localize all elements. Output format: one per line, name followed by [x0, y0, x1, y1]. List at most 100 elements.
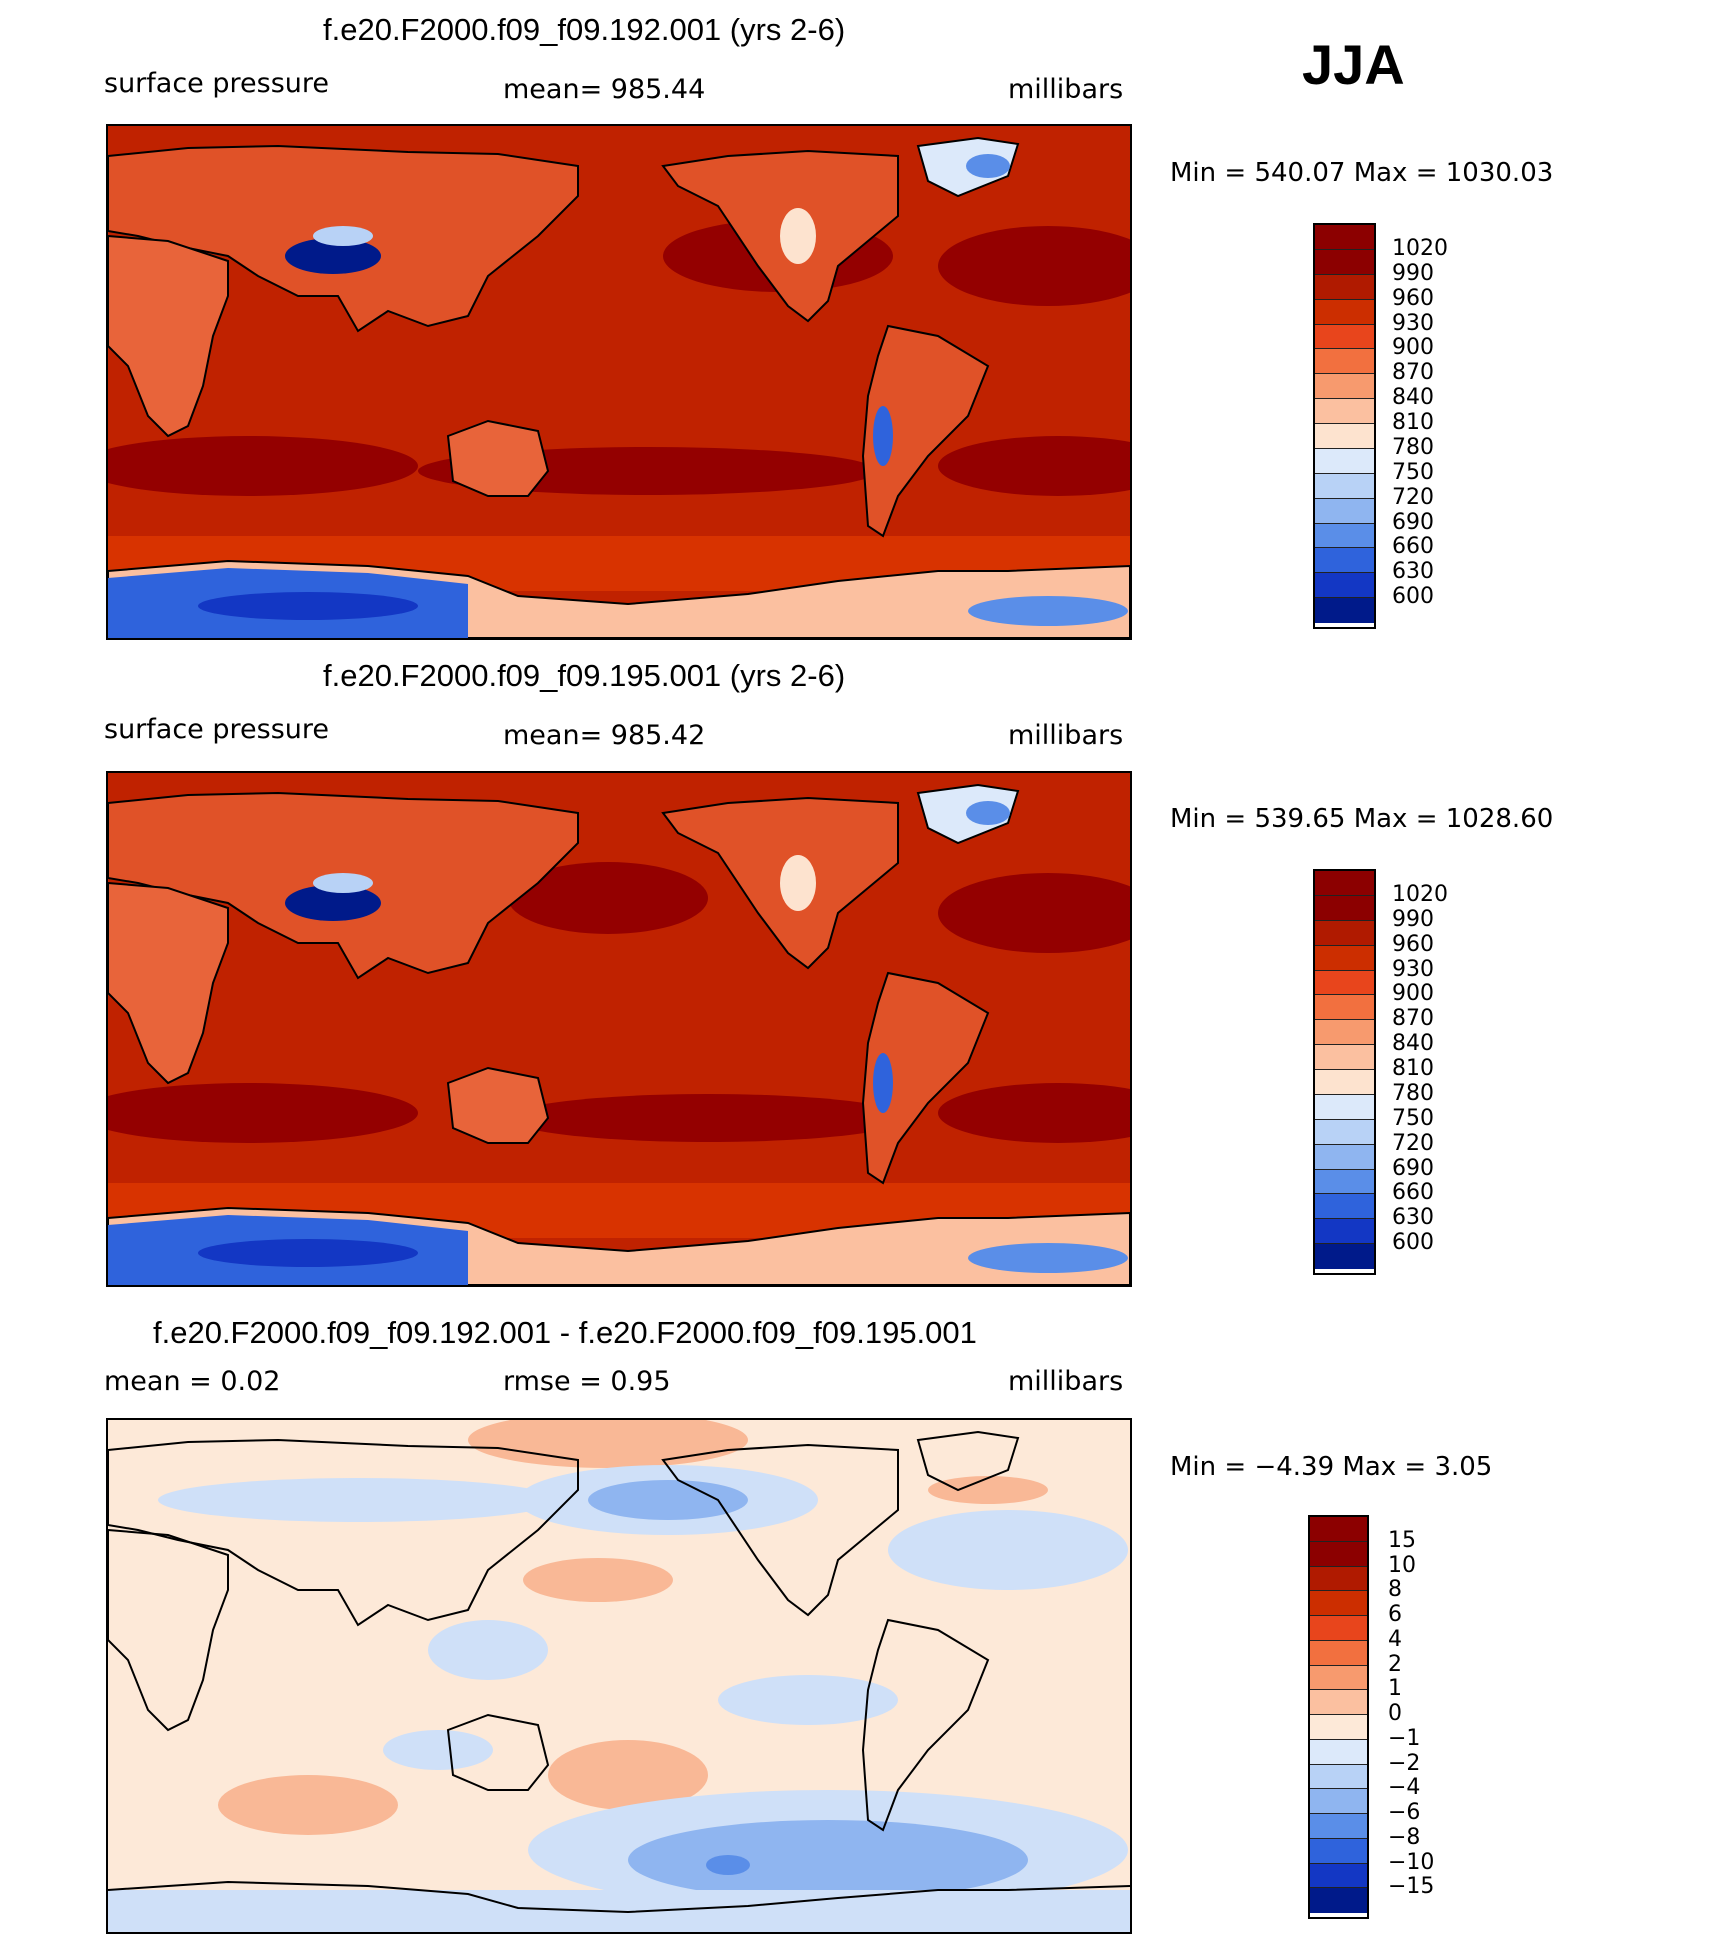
- season-label: JJA: [1302, 33, 1405, 96]
- high-south-indian: [108, 436, 418, 496]
- colorbar-box: [1315, 324, 1374, 350]
- colorbar-tick-label: 840: [1392, 385, 1434, 411]
- colorbar-tick-label: 990: [1392, 906, 1434, 932]
- colorbar-box: [1315, 598, 1374, 623]
- north-america: [661, 1443, 899, 1617]
- panel1-units-label: millibars: [1008, 74, 1124, 105]
- pos-tasman: [548, 1740, 708, 1810]
- colorbar-tick-label: −6: [1388, 1800, 1421, 1825]
- high-north-atlantic: [938, 226, 1130, 306]
- colorbar-tick-label: 660: [1392, 1180, 1434, 1206]
- colorbar-box: [1310, 1715, 1367, 1740]
- colorbar-box: [1315, 1169, 1374, 1195]
- pos-indian: [218, 1775, 398, 1835]
- colorbar-tick-label: 960: [1392, 285, 1434, 311]
- colorbar-tick-label: 930: [1392, 310, 1434, 336]
- tibet-plateau: [285, 238, 381, 274]
- colorbar-tick-label: 870: [1392, 360, 1434, 386]
- pos-north-atlantic: [928, 1476, 1048, 1504]
- colorbar-tick-label: 720: [1392, 484, 1434, 510]
- colorbar-box: [1315, 548, 1374, 574]
- africa: [108, 234, 229, 438]
- high-south-atlantic: [938, 1083, 1130, 1143]
- colorbar-box: [1310, 1591, 1367, 1616]
- colorbar-box: [1310, 1616, 1367, 1641]
- panel2-map: [106, 771, 1132, 1287]
- colorbar-box: [1315, 249, 1374, 275]
- colorbar-box: [1310, 1863, 1367, 1889]
- colorbar-tick-label: 990: [1392, 260, 1434, 286]
- colorbar-box: [1315, 573, 1374, 599]
- colorbar-box: [1315, 1045, 1374, 1070]
- colorbar-tick-label: −8: [1388, 1824, 1421, 1850]
- colorbar-box: [1315, 374, 1374, 400]
- panel3-colorbar-boxes: [1310, 1517, 1367, 1913]
- neg-atlantic: [888, 1510, 1128, 1590]
- panel2-mean-label: mean= 985.42: [503, 720, 706, 751]
- colorbar-box: [1315, 523, 1374, 549]
- antarctica: [108, 1880, 1130, 1914]
- colorbar-tick-label: 10: [1388, 1552, 1416, 1578]
- colorbar-tick-label: 720: [1392, 1130, 1434, 1156]
- colorbar-box: [1310, 1739, 1367, 1765]
- andes: [873, 406, 893, 466]
- andes: [873, 1053, 893, 1113]
- panel1-variable-label: surface pressure: [104, 68, 329, 99]
- colorbar-box: [1315, 448, 1374, 474]
- high-south-indian: [108, 1083, 418, 1143]
- colorbar-box: [1315, 970, 1374, 996]
- panel3-title: f.e20.F2000.f09_f09.192.001 - f.e20.F200…: [153, 1315, 977, 1350]
- high-north-atlantic: [938, 873, 1130, 953]
- antarctica-core: [198, 592, 418, 620]
- colorbar-tick-label: 750: [1392, 459, 1434, 485]
- tibet-halo: [313, 226, 373, 246]
- high-south-pacific: [508, 1094, 908, 1142]
- south-america: [861, 324, 990, 538]
- panel2-minmax: Min = 539.65 Max = 1028.60: [1170, 804, 1554, 834]
- panel1-map-svg: [108, 126, 1130, 638]
- colorbar-tick-label: 2: [1388, 1651, 1402, 1677]
- colorbar-tick-label: −10: [1388, 1849, 1435, 1875]
- colorbar-tick-label: 4: [1388, 1626, 1402, 1652]
- colorbar-box: [1315, 995, 1374, 1021]
- colorbar-box: [1315, 349, 1374, 375]
- colorbar-tick-label: 780: [1392, 1080, 1434, 1106]
- colorbar-tick-label: 930: [1392, 956, 1434, 982]
- colorbar-box: [1315, 225, 1374, 250]
- colorbar-box: [1310, 1541, 1367, 1567]
- colorbar-tick-label: 900: [1392, 335, 1434, 361]
- neg-south-pacific-strong: [628, 1820, 1028, 1900]
- panel2-units-label: millibars: [1008, 720, 1124, 751]
- colorbar-tick-label: 960: [1392, 931, 1434, 957]
- panel1-title: f.e20.F2000.f09_f09.192.001 (yrs 2-6): [323, 12, 846, 47]
- colorbar-box: [1315, 1144, 1374, 1170]
- colorbar-tick-label: 8: [1388, 1577, 1402, 1603]
- panel1-colorbar-boxes: [1315, 225, 1374, 623]
- panel3-map: [106, 1418, 1132, 1934]
- colorbar-box: [1310, 1814, 1367, 1839]
- colorbar-tick-label: 900: [1392, 981, 1434, 1007]
- neg-arctic-belt: [158, 1478, 558, 1522]
- greenland: [916, 1430, 1020, 1492]
- colorbar-box: [1315, 274, 1374, 300]
- colorbar-box: [1315, 498, 1374, 524]
- colorbar-box: [1315, 895, 1374, 921]
- panel3-mean-label: mean = 0.02: [104, 1366, 281, 1397]
- antarctica-core: [198, 1239, 418, 1267]
- panel1-colorbar: [1313, 223, 1376, 629]
- panel1-minmax: Min = 540.07 Max = 1030.03: [1170, 158, 1554, 188]
- colorbar-tick-label: 810: [1392, 1056, 1434, 1081]
- colorbar-box: [1310, 1640, 1367, 1666]
- panel2-map-svg: [108, 773, 1130, 1285]
- colorbar-box: [1315, 399, 1374, 424]
- colorbar-tick-label: 1020: [1392, 881, 1448, 907]
- colorbar-tick-label: 600: [1392, 1230, 1434, 1256]
- colorbar-box: [1310, 1789, 1367, 1814]
- antarctica-west: [968, 596, 1128, 626]
- colorbar-tick-label: 630: [1392, 559, 1434, 585]
- neg-north-pacific: [588, 1480, 748, 1520]
- colorbar-box: [1310, 1690, 1367, 1715]
- colorbar-box: [1315, 1094, 1374, 1120]
- colorbar-tick-label: 660: [1392, 534, 1434, 560]
- colorbar-box: [1315, 1070, 1374, 1095]
